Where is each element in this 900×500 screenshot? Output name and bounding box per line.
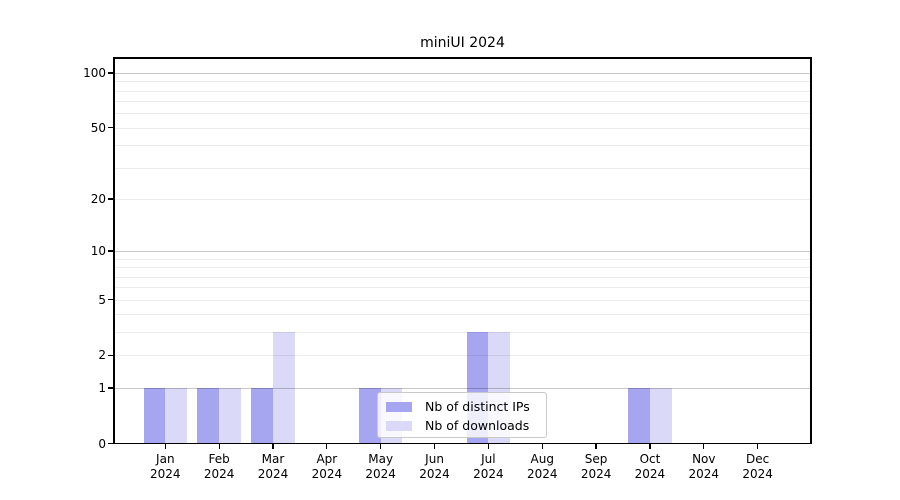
legend-label-distinct-ips: Nb of distinct IPs <box>425 399 530 414</box>
bar-distinct-ips-mar <box>251 387 273 444</box>
gridline-minor-30 <box>115 167 810 169</box>
gridline-major-10 <box>115 250 810 253</box>
x-tick-label-aug: Aug 2024 <box>526 452 558 481</box>
plot-right-spine <box>810 57 812 445</box>
y-tick-label-2: 2 <box>98 348 106 363</box>
y-tick-label-50: 50 <box>90 120 106 135</box>
x-tick-mark-apr <box>326 444 328 449</box>
bar-downloads-mar <box>273 332 295 444</box>
bar-distinct-ips-may <box>358 387 381 444</box>
x-tick-mark-jun <box>433 444 436 449</box>
gridline-minor-50 <box>115 127 810 129</box>
bar-downloads-oct <box>649 387 672 444</box>
y-tick-label-10: 10 <box>90 243 106 258</box>
legend-label-downloads: Nb of downloads <box>425 418 530 433</box>
gridline-major-100 <box>115 72 810 74</box>
x-tick-label-dec: Dec 2024 <box>742 452 773 481</box>
gridline-minor-6 <box>115 287 810 289</box>
x-tick-mark-mar <box>272 444 274 449</box>
gridline-minor-8 <box>115 267 810 269</box>
x-tick-mark-sep <box>595 444 597 449</box>
legend-item-distinct-ips: Nb of distinct IPs <box>378 397 546 416</box>
x-tick-label-apr: Apr 2024 <box>311 452 343 481</box>
y-tick-label-0: 0 <box>98 436 106 451</box>
gridline-minor-80 <box>115 90 810 92</box>
y-tick-mark-50 <box>108 127 113 129</box>
x-tick-mark-oct <box>649 444 651 449</box>
legend-item-downloads: Nb of downloads <box>378 416 546 435</box>
x-tick-label-jul: Jul 2024 <box>473 452 504 481</box>
y-tick-mark-5 <box>108 299 113 301</box>
bar-distinct-ips-jan <box>143 387 166 444</box>
x-tick-mark-dec <box>757 444 759 449</box>
bar-downloads-jan <box>165 387 188 444</box>
bar-downloads-feb <box>219 387 241 444</box>
y-tick-label-20: 20 <box>90 192 106 207</box>
gridline-minor-40 <box>115 145 810 147</box>
gridline-major-1 <box>115 387 810 389</box>
gridline-minor-9 <box>115 258 810 260</box>
y-tick-label-1: 1 <box>98 380 106 395</box>
plot-bottom-spine <box>113 443 812 445</box>
legend: Nb of distinct IPs Nb of downloads <box>377 392 547 438</box>
gridline-minor-60 <box>115 113 810 115</box>
x-tick-label-oct: Oct 2024 <box>634 452 666 481</box>
x-tick-label-sep: Sep 2024 <box>580 452 612 481</box>
x-tick-mark-nov <box>703 444 705 449</box>
x-tick-label-jun: Jun 2024 <box>419 452 450 481</box>
gridline-minor-4 <box>115 314 810 316</box>
y-tick-label-5: 5 <box>98 292 106 307</box>
y-tick-mark-10 <box>108 250 113 252</box>
y-tick-label-100: 100 <box>83 65 106 80</box>
gridline-minor-70 <box>115 101 810 103</box>
x-tick-mark-jan <box>164 444 166 449</box>
legend-swatch-downloads <box>386 420 412 431</box>
x-tick-label-nov: Nov 2024 <box>688 452 720 481</box>
x-tick-label-feb: Feb 2024 <box>203 452 235 481</box>
chart-title: miniUI 2024 <box>420 35 505 51</box>
x-tick-mark-feb <box>218 444 220 449</box>
x-tick-label-jan: Jan 2024 <box>150 452 181 481</box>
y-tick-mark-20 <box>108 198 113 200</box>
plot-top-spine <box>113 57 812 59</box>
x-tick-mark-may <box>380 444 382 449</box>
gridline-minor-3 <box>115 332 810 334</box>
bar-distinct-ips-feb <box>197 387 220 444</box>
gridline-minor-5 <box>115 299 810 301</box>
gridline-minor-90 <box>115 81 810 83</box>
x-tick-mark-aug <box>541 444 543 449</box>
gridline-minor-20 <box>115 199 810 201</box>
gridline-minor-7 <box>115 276 810 278</box>
y-tick-mark-100 <box>108 72 113 74</box>
x-tick-mark-jul <box>487 444 490 449</box>
gridline-minor-2 <box>115 355 810 357</box>
y-tick-mark-0 <box>108 442 113 445</box>
y-tick-mark-1 <box>108 387 113 389</box>
bar-distinct-ips-oct <box>628 387 650 444</box>
x-tick-label-may: May 2024 <box>365 452 396 481</box>
legend-swatch-distinct-ips <box>386 401 412 412</box>
x-tick-label-mar: Mar 2024 <box>257 452 289 481</box>
plot-left-spine <box>113 57 115 445</box>
y-tick-mark-2 <box>108 354 113 356</box>
